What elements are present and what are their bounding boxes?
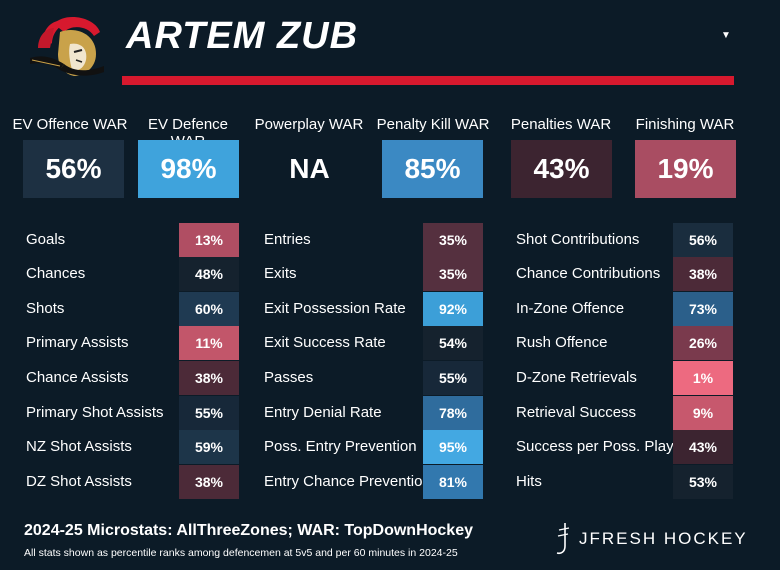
microstats-source: AllThreeZones; <box>176 522 293 539</box>
war-source: TopDownHockey <box>344 522 473 539</box>
methodology-note: All stats shown as percentile ranks amon… <box>24 547 458 559</box>
brand-logo: JFRESH HOCKEY <box>553 522 748 556</box>
stat-value: 9% <box>673 396 733 430</box>
war-label-penalty-kill: Penalty Kill WAR <box>376 116 490 133</box>
stat-value: 53% <box>673 465 733 499</box>
stat-label: NZ Shot Assists <box>26 438 132 455</box>
stat-label: Primary Assists <box>26 334 129 351</box>
stat-value: 35% <box>423 223 483 257</box>
stat-value: 1% <box>673 361 733 395</box>
stat-label: DZ Shot Assists <box>26 473 132 490</box>
stat-label: Goals <box>26 231 66 248</box>
war-value-ev-offence: 56% <box>23 140 124 198</box>
stat-value: 38% <box>179 465 239 499</box>
source-prefix: 2024-25 Microstats: <box>24 522 177 539</box>
stat-label: Exits <box>264 265 297 282</box>
war-label-ev-offence: EV Offence WAR <box>12 116 128 133</box>
stat-label: Passes <box>264 369 314 386</box>
stat-label: Exit Success Rate <box>264 334 386 351</box>
stat-value: 59% <box>179 430 239 464</box>
war-value-penalties: 43% <box>511 140 612 198</box>
stat-value: 54% <box>423 326 483 360</box>
stat-value: 78% <box>423 396 483 430</box>
war-source-prefix: WAR: <box>292 522 345 539</box>
stat-label: Primary Shot Assists <box>26 404 164 421</box>
stat-label: In-Zone Offence <box>516 300 625 317</box>
stat-label: Success per Poss. Play <box>516 438 674 455</box>
stat-label: Shot Contributions <box>516 231 640 248</box>
stat-value: 48% <box>179 257 239 291</box>
stat-value: 56% <box>673 223 733 257</box>
stat-label: Retrieval Success <box>516 404 637 421</box>
stat-label: Shots <box>26 300 65 317</box>
war-value-ev-defence: 98% <box>138 140 239 198</box>
war-label-finishing: Finishing WAR <box>635 116 735 133</box>
source-credits: 2024-25 Microstats: AllThreeZones; WAR: … <box>24 522 473 540</box>
war-label-powerplay: Powerplay WAR <box>254 116 364 133</box>
stat-value: 35% <box>423 257 483 291</box>
stat-value: 55% <box>423 361 483 395</box>
stat-value: 11% <box>179 326 239 360</box>
stat-value: 43% <box>673 430 733 464</box>
stat-value: 55% <box>179 396 239 430</box>
team-logo <box>24 14 116 84</box>
stat-value: 92% <box>423 292 483 326</box>
stat-value: 73% <box>673 292 733 326</box>
stat-value: 26% <box>673 326 733 360</box>
stat-label: Chance Assists <box>26 369 129 386</box>
brand-name: JFRESH HOCKEY <box>579 529 748 548</box>
stat-value: 13% <box>179 223 239 257</box>
stat-label: Entries <box>264 231 311 248</box>
stat-label: Rush Offence <box>516 334 608 351</box>
stat-value: 38% <box>673 257 733 291</box>
war-value-penalty-kill: 85% <box>382 140 483 198</box>
caret-down-icon[interactable]: ▼ <box>721 30 731 41</box>
war-label-penalties: Penalties WAR <box>510 116 612 133</box>
war-value-finishing: 19% <box>635 140 736 198</box>
stat-value: 60% <box>179 292 239 326</box>
stat-label: Entry Chance Prevention <box>264 473 431 490</box>
war-value-powerplay: NA <box>259 140 360 198</box>
stat-label: Chance Contributions <box>516 265 661 282</box>
stat-label: D-Zone Retrievals <box>516 369 637 386</box>
player-name: ARTEM ZUB <box>126 15 359 57</box>
stat-value: 81% <box>423 465 483 499</box>
stat-value: 95% <box>423 430 483 464</box>
jfresh-logo-icon <box>556 523 570 555</box>
stat-label: Chances <box>26 265 86 282</box>
stat-label: Exit Possession Rate <box>264 300 406 317</box>
stat-label: Poss. Entry Prevention <box>264 438 417 455</box>
stat-label: Entry Denial Rate <box>264 404 382 421</box>
senators-logo-icon <box>30 17 104 76</box>
header-divider <box>122 76 734 85</box>
stat-label: Hits <box>516 473 542 490</box>
stat-value: 38% <box>179 361 239 395</box>
